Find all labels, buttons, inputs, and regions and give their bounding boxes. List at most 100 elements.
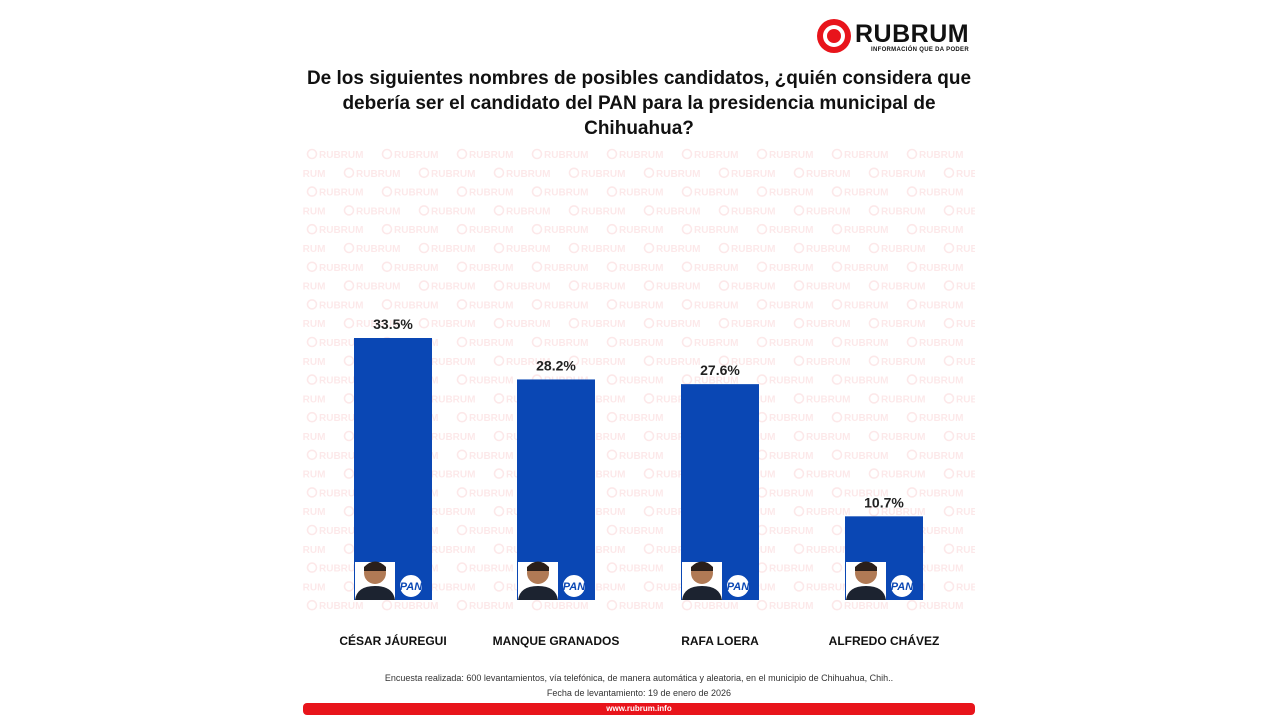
svg-text:RUBRUM: RUBRUM [319, 150, 363, 161]
svg-text:RUBRUM: RUBRUM [319, 601, 363, 612]
svg-text:RUBRUM: RUBRUM [303, 319, 325, 330]
watermark-logo: RUBRUM [381, 148, 438, 161]
watermark-logo: RUBRUM [493, 355, 550, 368]
svg-text:RUBRUM: RUBRUM [303, 507, 325, 518]
svg-text:RUBRUM: RUBRUM [956, 545, 975, 556]
svg-text:RUBRUM: RUBRUM [769, 376, 813, 387]
svg-text:RUBRUM: RUBRUM [581, 244, 625, 255]
brand-name: RUBRUM [855, 20, 970, 48]
watermark-logo: RUBRUM [756, 148, 813, 161]
rubrum-logo: RUBRUM INFORMACIÓN QUE DA PODER [815, 16, 975, 60]
svg-text:RUBRUM: RUBRUM [469, 150, 513, 161]
watermark-logo: RUBRUM [831, 374, 888, 387]
watermark-logo: RUBRUM [306, 487, 363, 499]
watermark-logo: RUBRUM [943, 280, 975, 293]
svg-text:RUBRUM: RUBRUM [919, 601, 963, 612]
svg-text:RUBRUM: RUBRUM [319, 263, 363, 274]
watermark-logo: RUBRUM [306, 374, 363, 387]
svg-text:RUBRUM: RUBRUM [731, 206, 775, 217]
svg-text:RUBRUM: RUBRUM [303, 206, 325, 217]
svg-text:RUBRUM: RUBRUM [956, 282, 975, 293]
svg-text:RUBRUM: RUBRUM [431, 206, 475, 217]
watermark-logo: RUBRUM [793, 280, 850, 293]
watermark-logo: RUBRUM [303, 394, 325, 405]
watermark-logo: RUBRUM [456, 374, 513, 387]
watermark-logo: RUBRUM [643, 505, 700, 518]
svg-text:RUBRUM: RUBRUM [319, 413, 363, 424]
svg-text:RUBRUM: RUBRUM [319, 451, 363, 462]
watermark-logo: RUBRUM [306, 524, 363, 537]
watermark-logo: RUBRUM [303, 545, 325, 556]
watermark-logo: RUBRUM [868, 355, 925, 368]
watermark-logo: RUBRUM [531, 299, 588, 311]
watermark-logo: RUBRUM [643, 280, 700, 293]
svg-text:RUBRUM: RUBRUM [694, 150, 738, 161]
watermark-logo: RUBRUM [943, 505, 975, 518]
svg-text:RUBRUM: RUBRUM [619, 338, 663, 349]
watermark-logo: RUBRUM [306, 449, 363, 462]
svg-text:RUBRUM: RUBRUM [319, 338, 363, 349]
candidate-name: CÉSAR JÁUREGUI [339, 634, 447, 648]
watermark-logo: RUBRUM [718, 280, 775, 293]
svg-text:RUBRUM: RUBRUM [806, 319, 850, 330]
watermark-logo: RUBRUM [456, 186, 513, 199]
svg-text:RUBRUM: RUBRUM [431, 582, 475, 593]
watermark-logo: RUBRUM [643, 242, 700, 255]
svg-text:RUBRUM: RUBRUM [319, 526, 363, 537]
value-label: 33.5% [373, 316, 413, 332]
watermark-logo: RUBRUM [756, 223, 813, 236]
svg-text:RUBRUM: RUBRUM [303, 432, 325, 443]
watermark-logo: RUBRUM [831, 411, 888, 424]
svg-text:RUBRUM: RUBRUM [619, 564, 663, 575]
watermark-logo: RUBRUM [643, 205, 700, 217]
watermark-logo: RUBRUM [456, 336, 513, 349]
watermark-logo: RUBRUM [306, 186, 363, 199]
svg-text:RUBRUM: RUBRUM [806, 394, 850, 405]
watermark-logo: RUBRUM [718, 205, 775, 217]
svg-text:RUBRUM: RUBRUM [619, 376, 663, 387]
watermark-logo: RUBRUM [303, 582, 325, 593]
svg-text:RUBRUM: RUBRUM [544, 338, 588, 349]
watermark-logo: RUBRUM [306, 223, 363, 236]
watermark-logo: RUBRUM [793, 205, 850, 217]
watermark-logo: RUBRUM [643, 543, 700, 556]
watermark-logo: RUBRUM [906, 223, 963, 236]
watermark-logo: RUBRUM [756, 599, 813, 612]
watermark-logo: RUBRUM [793, 242, 850, 255]
svg-text:RUBRUM: RUBRUM [394, 263, 438, 274]
watermark-logo: RUBRUM [868, 505, 925, 518]
brand-tagline: INFORMACIÓN QUE DA PODER [871, 47, 969, 53]
svg-text:RUBRUM: RUBRUM [581, 206, 625, 217]
svg-text:RUBRUM: RUBRUM [431, 394, 475, 405]
watermark-logo: RUBRUM [831, 599, 888, 612]
watermark-logo: RUBRUM [906, 374, 963, 387]
svg-text:RUBRUM: RUBRUM [469, 263, 513, 274]
watermark-logo: RUBRUM [718, 242, 775, 255]
pan-logo-icon: PAN [889, 573, 915, 599]
watermark-logo: RUBRUM [303, 432, 325, 443]
svg-text:RUBRUM: RUBRUM [469, 451, 513, 462]
watermark-logo: RUBRUM [943, 355, 975, 368]
svg-text:RUBRUM: RUBRUM [844, 188, 888, 199]
svg-text:RUBRUM: RUBRUM [694, 338, 738, 349]
svg-text:RUBRUM: RUBRUM [656, 582, 700, 593]
watermark-logo: RUBRUM [493, 242, 550, 255]
watermark-logo: RUBRUM [868, 280, 925, 293]
candidate-photo [682, 561, 722, 600]
watermark-logo: RUBRUM [681, 299, 738, 311]
svg-text:RUBRUM: RUBRUM [881, 282, 925, 293]
watermark-logo: RUBRUM [568, 317, 625, 330]
svg-text:RUBRUM: RUBRUM [431, 169, 475, 180]
watermark-logo: RUBRUM [868, 205, 925, 217]
svg-text:RUBRUM: RUBRUM [919, 338, 963, 349]
svg-text:RUBRUM: RUBRUM [581, 394, 625, 405]
svg-text:RUBRUM: RUBRUM [806, 545, 850, 556]
svg-text:RUBRUM: RUBRUM [619, 300, 663, 311]
watermark-logo: RUBRUM [868, 393, 925, 405]
svg-text:RUBRUM: RUBRUM [506, 206, 550, 217]
svg-text:RUBRUM: RUBRUM [544, 150, 588, 161]
watermark-logo: RUBRUM [606, 336, 663, 349]
watermark-logo: RUBRUM [343, 167, 400, 180]
website-link[interactable]: www.rubrum.info [303, 703, 975, 715]
watermark-logo: RUBRUM [418, 242, 475, 255]
